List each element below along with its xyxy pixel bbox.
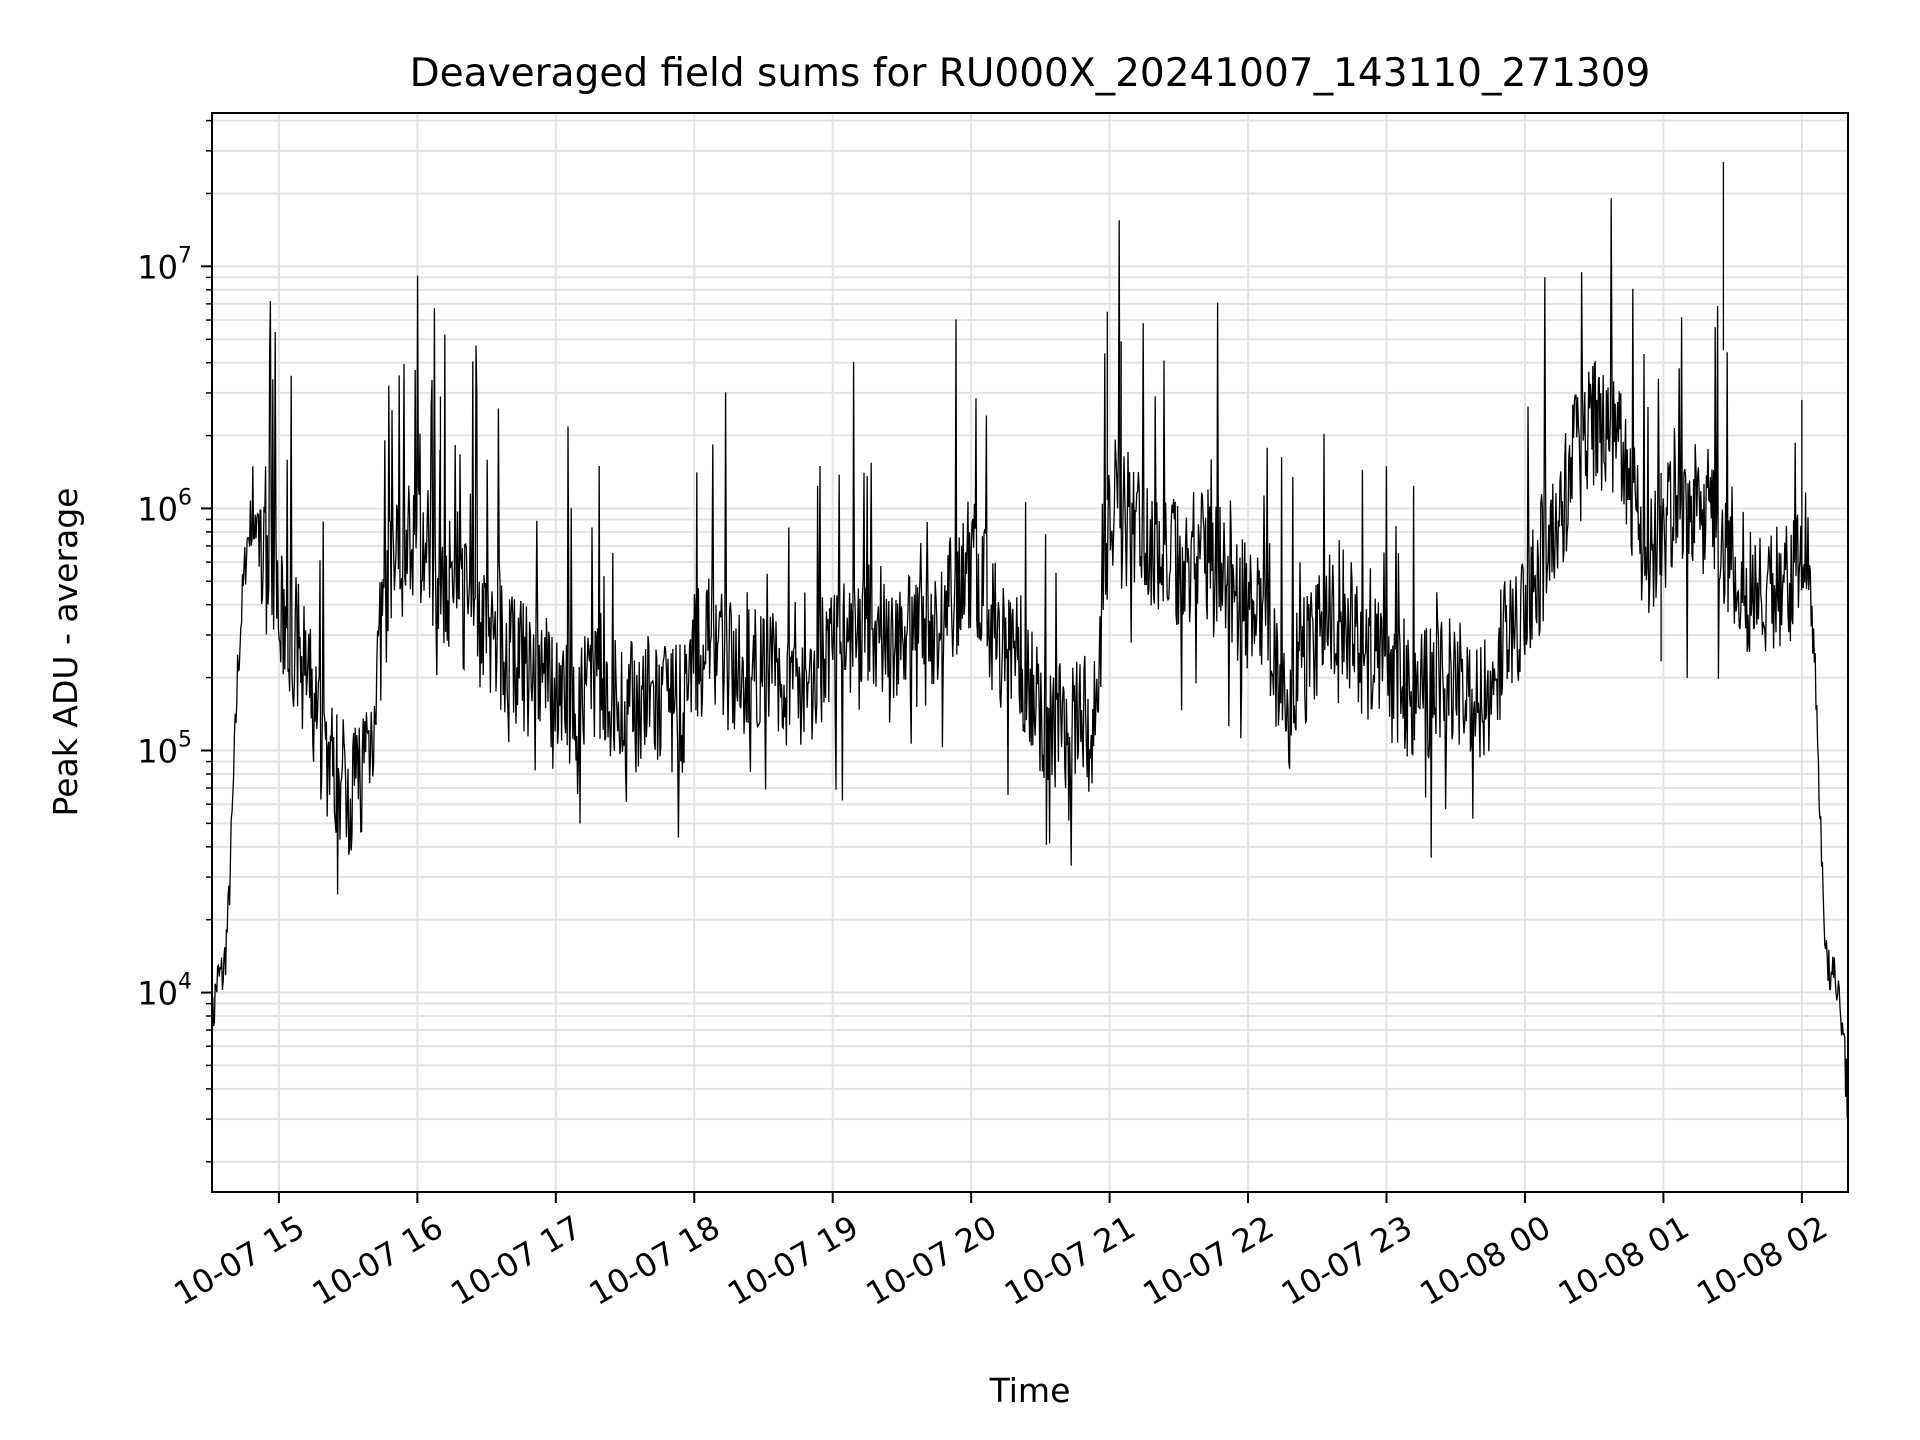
y-tick-exponent: 7 (178, 243, 192, 268)
plot-area (212, 161, 1848, 1119)
y-tick-label: 104 (137, 970, 192, 1013)
y-tick-base: 10 (137, 975, 178, 1013)
x-axis-label: Time (989, 1371, 1071, 1410)
y-tick-exponent: 4 (178, 970, 192, 995)
y-tick-label: 106 (137, 485, 192, 528)
series-line (212, 198, 1848, 1119)
y-tick-label: 107 (137, 243, 192, 286)
y-tick-base: 10 (137, 490, 178, 528)
y-tick-label: 105 (137, 727, 192, 770)
y-tick-exponent: 5 (178, 727, 192, 752)
grid (212, 113, 1848, 1192)
plot-frame (211, 112, 1849, 1193)
y-tick-base: 10 (137, 248, 178, 286)
chart-title: Deaveraged field sums for RU000X_2024100… (410, 51, 1651, 96)
y-tick-base: 10 (137, 732, 178, 770)
y-axis-label: Peak ADU - average (46, 488, 85, 817)
y-tick-exponent: 6 (178, 485, 192, 510)
